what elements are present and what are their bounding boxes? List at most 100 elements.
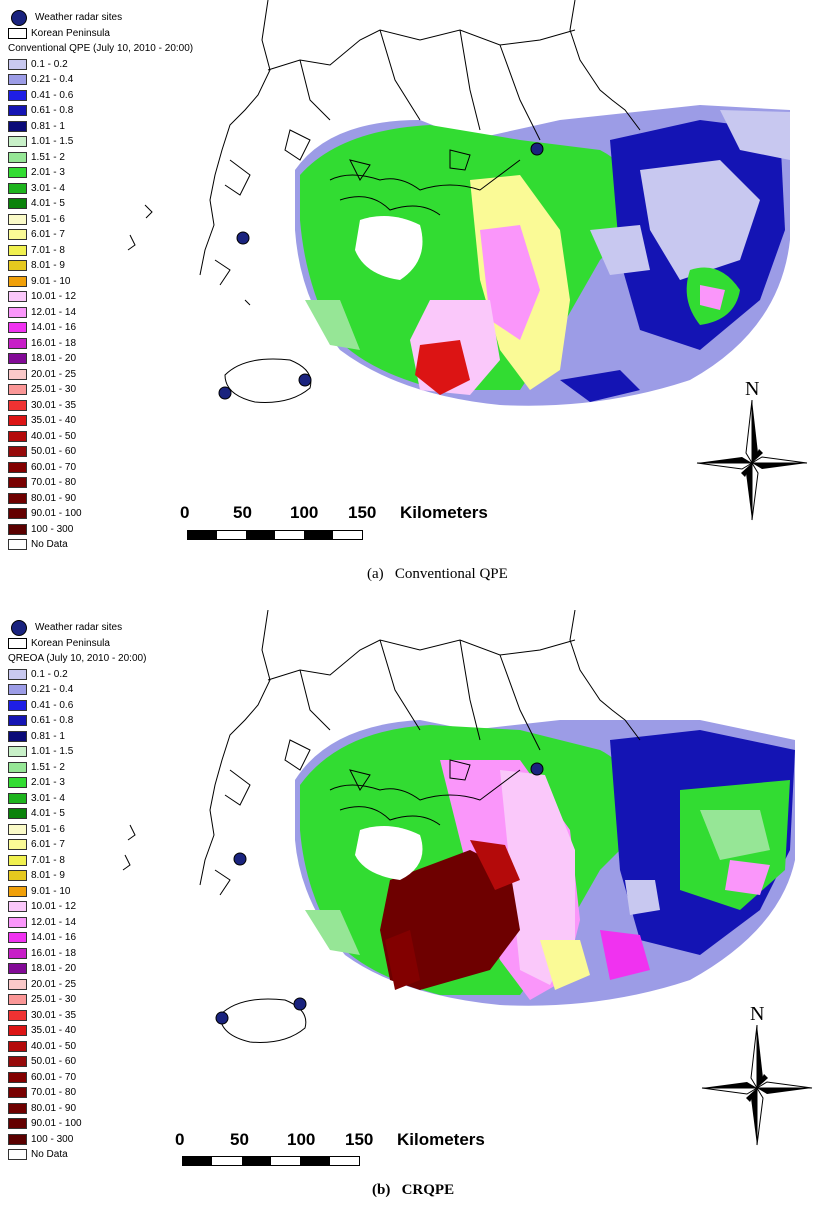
- legend-color-swatch: [8, 1149, 27, 1161]
- legend-color-swatch: [8, 947, 27, 959]
- legend-title: QREOA (July 10, 2010 - 20:00): [8, 653, 147, 665]
- legend-class-label: No Data: [31, 1149, 68, 1161]
- legend-class-row: 80.01 - 90: [8, 1101, 258, 1117]
- legend-color-swatch: [8, 492, 27, 504]
- legend-class-label: 7.01 - 8: [31, 854, 65, 866]
- north-arrow-compass: N: [701, 1003, 813, 1146]
- legend-color-swatch: [8, 808, 27, 820]
- caption-tag: (b): [372, 1182, 391, 1198]
- legend-class-label: 80.01 - 90: [31, 492, 77, 504]
- legend-color-swatch: [8, 916, 27, 928]
- legend-class-label: 80.01 - 90: [31, 1102, 77, 1114]
- legend-radar-sites: Weather radar sites: [8, 9, 258, 26]
- legend-color-swatch: [8, 136, 27, 148]
- legend-class-row: 70.01 - 80: [8, 475, 258, 491]
- scale-unit-label: Kilometers: [397, 1130, 485, 1149]
- legend-class-label: 30.01 - 35: [31, 399, 77, 411]
- legend-class-label: 14.01 - 16: [31, 932, 77, 944]
- legend-class-label: 6.01 - 7: [31, 839, 65, 851]
- scale-tick-label: 0: [175, 1130, 185, 1149]
- legend-color-swatch: [8, 322, 27, 334]
- legend-class-label: 0.21 - 0.4: [31, 684, 74, 696]
- north-arrow-compass: N: [696, 378, 808, 521]
- caption-text: CRQPE: [401, 1182, 455, 1198]
- legend-class-row: 10.01 - 12: [8, 289, 258, 305]
- legend-class-label: 100 - 300: [31, 1133, 74, 1145]
- legend-class-row: 2.01 - 3: [8, 165, 258, 181]
- legend-class-row: 5.01 - 6: [8, 822, 258, 838]
- legend-color-swatch: [8, 1071, 27, 1083]
- legend-color-swatch: [8, 978, 27, 990]
- legend-class-row: 0.61 - 0.8: [8, 103, 258, 119]
- legend-class-row: 7.01 - 8: [8, 243, 258, 259]
- legend-class-label: 25.01 - 30: [31, 384, 77, 396]
- legend-color-swatch: [8, 1133, 27, 1145]
- legend-color-swatch: [8, 839, 27, 851]
- scale-tick-label: 0: [180, 503, 190, 522]
- legend-class-row: 14.01 - 16: [8, 930, 258, 946]
- legend-class-label: 6.01 - 7: [31, 229, 65, 241]
- legend-class-row: 6.01 - 7: [8, 227, 258, 243]
- radar-map-a: [127, 0, 790, 406]
- scale-tick-label: 50: [230, 1130, 249, 1149]
- legend-color-swatch: [8, 854, 27, 866]
- legend-color-swatch: [8, 539, 27, 551]
- legend-color-swatch: [8, 1025, 27, 1037]
- compass-north-label: N: [745, 378, 759, 400]
- legend-color-swatch: [8, 932, 27, 944]
- radar-site-icon: [11, 9, 27, 26]
- legend-class-row: 20.01 - 25: [8, 977, 258, 993]
- legend-class-label: 12.01 - 14: [31, 916, 77, 928]
- radar-site-dot: [298, 373, 312, 387]
- legend-color-swatch: [8, 477, 27, 489]
- caption-text: Conventional QPE: [394, 566, 508, 582]
- radar-site-dot: [233, 852, 247, 866]
- legend-class-row: 30.01 - 35: [8, 398, 258, 414]
- legend-color-swatch: [8, 353, 27, 365]
- legend-class-row: No Data: [8, 537, 258, 553]
- caption-a: (a) Conventional QPE: [367, 566, 508, 583]
- legend-class-label: 12.01 - 14: [31, 306, 77, 318]
- legend-class-row: No Data: [8, 1147, 258, 1163]
- legend-class-row: 25.01 - 30: [8, 992, 258, 1008]
- legend-class-label: 35.01 - 40: [31, 1025, 77, 1037]
- legend-class-label: 20.01 - 25: [31, 978, 77, 990]
- legend-class-row: 0.81 - 1: [8, 119, 258, 135]
- radar-site-dot: [236, 231, 250, 245]
- rainfall-field: [295, 105, 790, 406]
- legend-color-swatch: [8, 182, 27, 194]
- legend-class-label: 14.01 - 16: [31, 322, 77, 334]
- radar-site-dot: [530, 142, 544, 156]
- scale-bar: [187, 530, 363, 540]
- legend-class-row: 20.01 - 25: [8, 367, 258, 383]
- legend-color-swatch: [8, 446, 27, 458]
- legend-class-label: 0.41 - 0.6: [31, 699, 74, 711]
- legend-color-swatch: [8, 337, 27, 349]
- legend-color-swatch: [8, 229, 27, 241]
- legend-color-swatch: [8, 399, 27, 411]
- legend-color-swatch: [8, 151, 27, 163]
- legend-class-label: 4.01 - 5: [31, 808, 65, 820]
- legend-color-swatch: [8, 74, 27, 86]
- legend-color-swatch: [8, 415, 27, 427]
- legend-color-swatch: [8, 167, 27, 179]
- legend-color-swatch: [8, 120, 27, 132]
- scale-tick-label: 100: [287, 1130, 316, 1149]
- legend-title: Conventional QPE (July 10, 2010 - 20:00): [8, 43, 194, 55]
- legend-class-label: 30.01 - 35: [31, 1009, 77, 1021]
- legend-color-swatch: [8, 1040, 27, 1052]
- legend-class-label: 18.01 - 20: [31, 963, 77, 975]
- legend-color-swatch: [8, 105, 27, 117]
- legend-class-row: 0.21 - 0.4: [8, 72, 258, 88]
- legend-class-row: 60.01 - 70: [8, 1070, 258, 1086]
- legend-class-row: 40.01 - 50: [8, 1039, 258, 1055]
- legend-class-label: 8.01 - 9: [31, 870, 65, 882]
- legend-class-row: 9.01 - 10: [8, 274, 258, 290]
- map-legend-a: Weather radar sites Korean Peninsula Con…: [8, 9, 258, 553]
- legend-color-swatch: [8, 275, 27, 287]
- legend-class-row: 12.01 - 14: [8, 305, 258, 321]
- scale-labels: 0 50 100 150 Kilometers: [175, 1130, 515, 1152]
- legend-class-row: 35.01 - 40: [8, 1023, 258, 1039]
- legend-class-label: 40.01 - 50: [31, 430, 77, 442]
- legend-class-label: 60.01 - 70: [31, 1071, 77, 1083]
